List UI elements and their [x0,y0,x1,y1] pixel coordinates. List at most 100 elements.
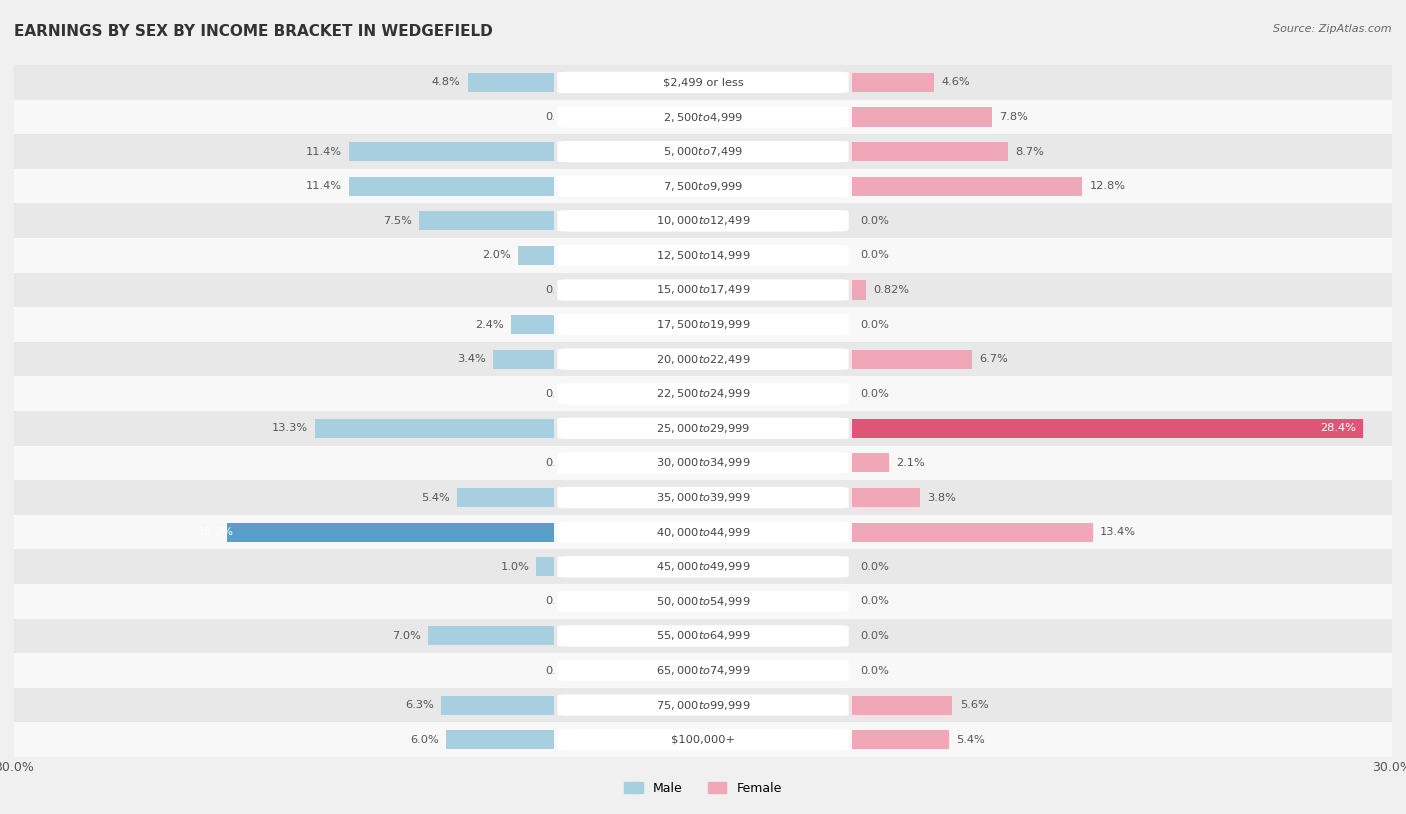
Bar [315,419,554,438]
Bar [419,212,554,230]
Text: 5.4%: 5.4% [422,492,450,502]
Bar [0,238,1406,273]
Bar [0,376,1406,411]
Text: 6.7%: 6.7% [980,354,1008,364]
Bar [852,523,1092,541]
Bar [0,134,1406,168]
Bar [494,350,554,369]
Text: $75,000 to $99,999: $75,000 to $99,999 [655,698,751,711]
Text: 0.0%: 0.0% [546,112,574,122]
Text: 0.0%: 0.0% [546,458,574,468]
Text: 11.4%: 11.4% [307,147,342,156]
Text: 2.4%: 2.4% [475,320,503,330]
Text: $30,000 to $34,999: $30,000 to $34,999 [655,457,751,470]
Bar [852,488,920,507]
Bar [512,315,554,334]
Bar [852,281,866,300]
Bar [0,653,1406,688]
Bar [0,549,1406,584]
FancyBboxPatch shape [557,591,849,612]
Text: 1.0%: 1.0% [501,562,529,571]
Text: 0.0%: 0.0% [860,216,890,225]
Bar [0,99,1406,134]
Bar [852,696,952,715]
Bar [537,558,554,576]
Text: EARNINGS BY SEX BY INCOME BRACKET IN WEDGEFIELD: EARNINGS BY SEX BY INCOME BRACKET IN WED… [14,24,494,39]
Text: 3.8%: 3.8% [927,492,956,502]
Text: 0.0%: 0.0% [860,597,890,606]
Bar [0,688,1406,723]
Bar [0,307,1406,342]
Bar [0,688,1406,723]
Text: 7.8%: 7.8% [1000,112,1028,122]
FancyBboxPatch shape [557,245,849,266]
Bar [0,619,1406,653]
Text: 0.0%: 0.0% [546,389,574,399]
Bar [852,107,993,126]
Bar [0,307,1406,342]
Text: 0.0%: 0.0% [860,320,890,330]
Bar [0,168,1406,204]
Text: $65,000 to $74,999: $65,000 to $74,999 [655,664,751,677]
Bar [852,453,890,472]
Bar [852,177,1083,195]
Text: 13.3%: 13.3% [271,423,308,433]
Text: 6.0%: 6.0% [411,735,439,745]
Bar [0,480,1406,514]
Bar [0,99,1406,134]
Text: 7.5%: 7.5% [384,216,412,225]
Bar [0,342,1406,376]
Text: $20,000 to $22,499: $20,000 to $22,499 [655,352,751,365]
Text: Source: ZipAtlas.com: Source: ZipAtlas.com [1274,24,1392,34]
Legend: Male, Female: Male, Female [619,777,787,799]
Bar [0,134,1406,168]
Text: 0.82%: 0.82% [873,285,910,295]
Text: 18.2%: 18.2% [198,527,233,537]
Text: 4.6%: 4.6% [942,77,970,87]
FancyBboxPatch shape [557,660,849,681]
Text: $55,000 to $64,999: $55,000 to $64,999 [655,629,751,642]
Bar [0,238,1406,273]
Text: $40,000 to $44,999: $40,000 to $44,999 [655,526,751,539]
Bar [226,523,554,541]
FancyBboxPatch shape [557,522,849,543]
Bar [0,549,1406,584]
Text: 11.4%: 11.4% [307,182,342,191]
Bar [0,273,1406,307]
Text: 13.4%: 13.4% [1099,527,1136,537]
Bar [0,688,1406,723]
Bar [0,653,1406,688]
Text: $10,000 to $12,499: $10,000 to $12,499 [655,214,751,227]
Text: $2,500 to $4,999: $2,500 to $4,999 [664,111,742,124]
Bar [0,445,1406,480]
Text: 7.0%: 7.0% [392,631,422,641]
Text: 0.0%: 0.0% [546,285,574,295]
Text: 12.8%: 12.8% [1090,182,1125,191]
Text: 2.0%: 2.0% [482,251,512,260]
Bar [0,549,1406,584]
Bar [852,142,1008,161]
Bar [0,342,1406,376]
Text: 5.4%: 5.4% [956,735,984,745]
Text: $7,500 to $9,999: $7,500 to $9,999 [664,180,742,193]
Bar [519,246,554,265]
FancyBboxPatch shape [557,210,849,231]
Bar [0,99,1406,134]
FancyBboxPatch shape [557,694,849,716]
Bar [0,307,1406,342]
Text: 3.4%: 3.4% [457,354,486,364]
FancyBboxPatch shape [557,625,849,646]
FancyBboxPatch shape [557,729,849,751]
FancyBboxPatch shape [557,279,849,300]
Bar [852,419,1364,438]
Bar [0,342,1406,376]
Bar [0,619,1406,653]
FancyBboxPatch shape [557,418,849,439]
Text: 0.0%: 0.0% [860,631,890,641]
Bar [0,238,1406,273]
Bar [0,411,1406,445]
Bar [0,480,1406,514]
Text: $12,500 to $14,999: $12,500 to $14,999 [655,249,751,262]
Bar [349,142,554,161]
Bar [0,653,1406,688]
